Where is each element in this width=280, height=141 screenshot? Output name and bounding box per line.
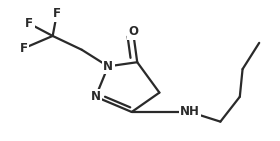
Text: N: N — [91, 90, 101, 103]
Text: F: F — [25, 17, 33, 30]
Text: O: O — [128, 25, 138, 38]
Text: N: N — [103, 60, 113, 73]
Text: NH: NH — [180, 105, 200, 118]
Text: F: F — [53, 7, 61, 20]
Text: F: F — [20, 42, 27, 55]
